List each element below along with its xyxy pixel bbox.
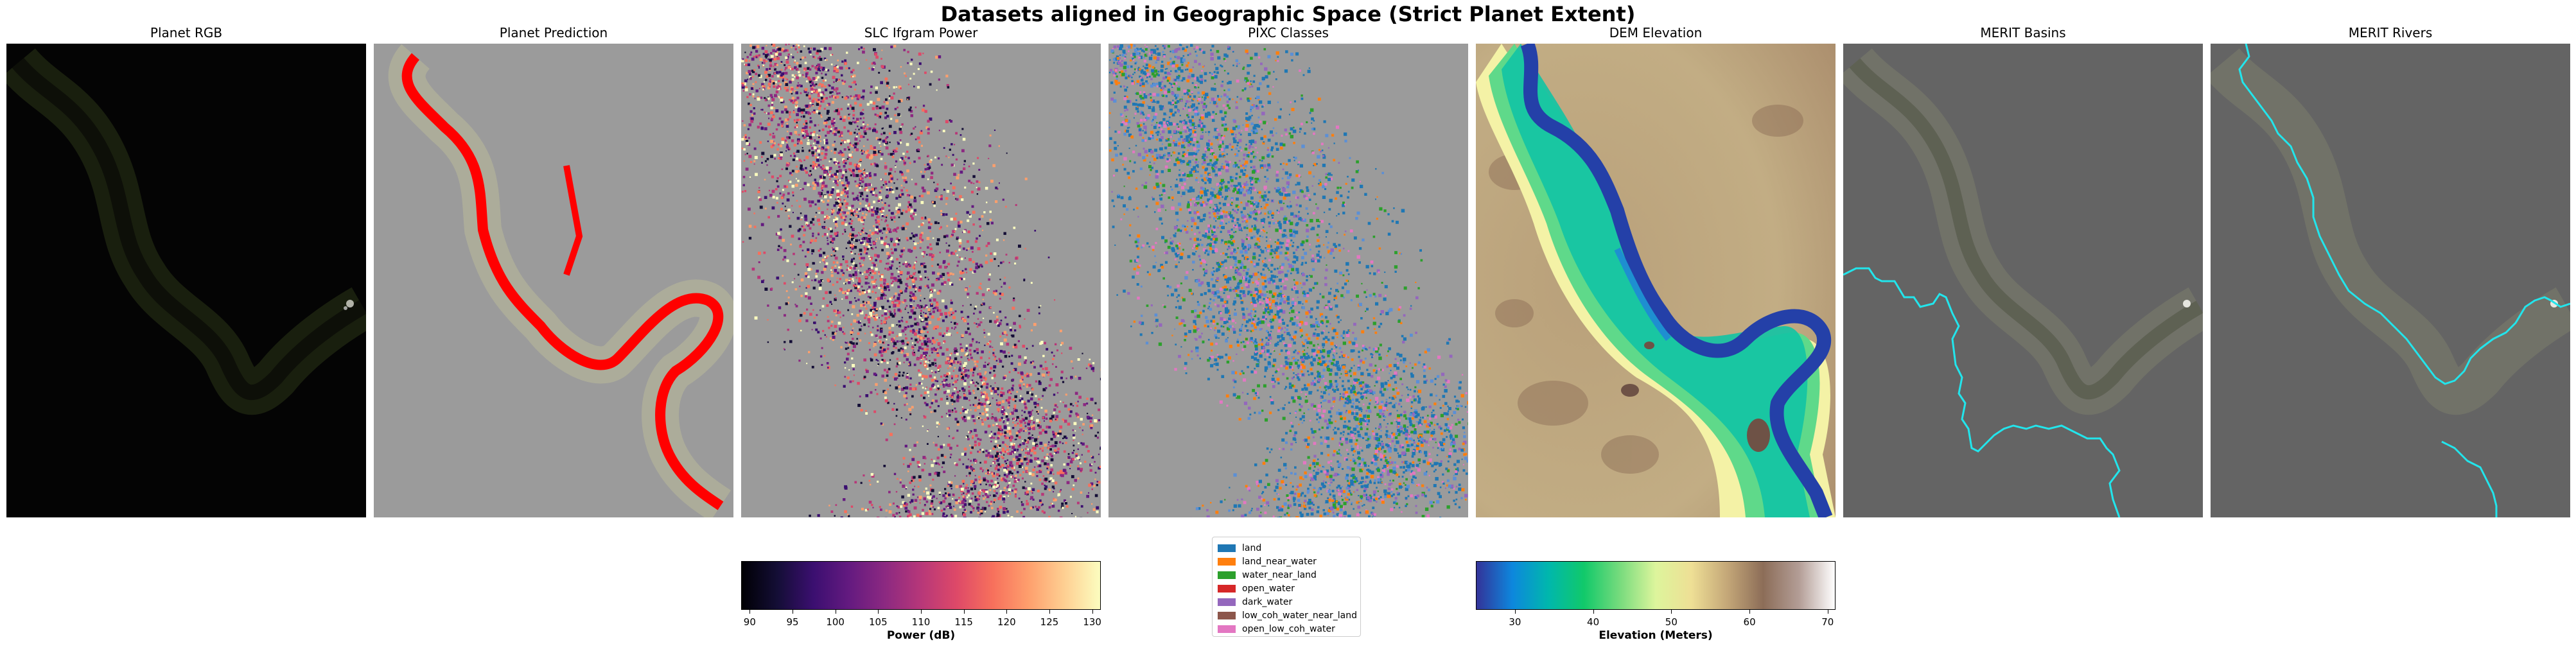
legend-entry: land [1218, 541, 1355, 555]
legend-label: land [1242, 542, 1262, 553]
legend-entry: water_near_land [1218, 568, 1355, 582]
colorbar-tick-mark [1006, 610, 1008, 614]
planet-prediction-image [374, 44, 733, 517]
panel-title-slc-power: SLC Ifgram Power [864, 25, 978, 40]
legend-label: open_water [1242, 583, 1295, 594]
colorbar-tick-mark [1514, 610, 1516, 614]
legend-label: land_near_water [1242, 556, 1317, 567]
legend-entry: low_coh_water_near_land [1218, 609, 1357, 622]
panel-title-pixc-classes: PIXC Classes [1248, 25, 1329, 40]
slc-power-colorbar-label: Power (dB) [886, 629, 956, 642]
colorbar-tick-mark [1749, 610, 1751, 614]
merit-rivers-image [2211, 44, 2570, 517]
panel-title-dem: DEM Elevation [1609, 25, 1703, 40]
legend-swatch [1218, 611, 1236, 619]
planet-rgb-image [6, 44, 366, 517]
dem-colorbar-ticks: 30 40 50 60 70 [1476, 610, 1836, 629]
pixc-classes-image [1108, 44, 1468, 517]
colorbar-tick-label: 110 [911, 616, 931, 628]
dem-colorbar-label: Elevation (Meters) [1599, 629, 1713, 642]
legend-swatch [1218, 544, 1236, 552]
legend-entry: dark_water [1218, 595, 1355, 609]
legend-swatch [1218, 598, 1236, 606]
colorbar-tick-label: 100 [826, 616, 845, 628]
slc-power-image [741, 44, 1101, 517]
colorbar-tick-mark [1671, 610, 1672, 614]
colorbar-tick-label: 115 [954, 616, 973, 628]
colorbar-tick-label: 95 [786, 616, 799, 628]
colorbar-tick-label: 30 [1509, 616, 1521, 628]
dem-colorbar [1476, 561, 1836, 610]
legend-label: low_coh_water_near_land [1242, 610, 1357, 621]
panel-title-merit-rivers: MERIT Rivers [2348, 25, 2433, 40]
legend-swatch [1218, 625, 1236, 633]
colorbar-tick-label: 120 [997, 616, 1016, 628]
legend-entry: land_near_water [1218, 555, 1355, 568]
slc-power-colorbar [741, 561, 1101, 610]
legend-swatch [1218, 584, 1236, 593]
colorbar-tick-mark [1593, 610, 1594, 614]
legend-entry: open_water [1218, 582, 1355, 595]
colorbar-tick-label: 130 [1083, 616, 1101, 628]
legend-label: open_low_coh_water [1242, 623, 1335, 634]
colorbar-tick-label: 90 [743, 616, 756, 628]
colorbar-tick-mark [963, 610, 965, 614]
legend-swatch [1218, 557, 1236, 566]
panel-title-merit-basins: MERIT Basins [1980, 25, 2066, 40]
legend-swatch [1218, 571, 1236, 579]
pixc-classes-legend: land land_near_water water_near_land open_w… [1212, 537, 1361, 637]
legend-label: water_near_land [1242, 569, 1317, 580]
legend-entry: open_low_coh_water [1218, 622, 1355, 636]
colorbar-tick-mark [1092, 610, 1093, 614]
colorbar-tick-label: 70 [1821, 616, 1834, 628]
figure-title: Datasets aligned in Geographic Space (St… [940, 2, 1636, 26]
colorbar-tick-label: 125 [1040, 616, 1059, 628]
colorbar-tick-label: 105 [869, 616, 888, 628]
colorbar-tick-label: 50 [1665, 616, 1678, 628]
colorbar-tick-mark [878, 610, 879, 614]
colorbar-tick-label: 60 [1743, 616, 1756, 628]
panel-title-planet-rgb: Planet RGB [150, 25, 223, 40]
colorbar-tick-mark [749, 610, 751, 614]
panel-title-planet-prediction: Planet Prediction [499, 25, 608, 40]
dem-elevation-image [1476, 44, 1836, 517]
merit-basins-image [1843, 44, 2203, 517]
colorbar-tick-label: 40 [1587, 616, 1600, 628]
colorbar-tick-mark [921, 610, 922, 614]
slc-power-colorbar-ticks: 90 95 100 105 110 115 120 125 130 [741, 610, 1101, 629]
colorbar-tick-mark [1049, 610, 1050, 614]
legend-label: dark_water [1242, 596, 1293, 607]
